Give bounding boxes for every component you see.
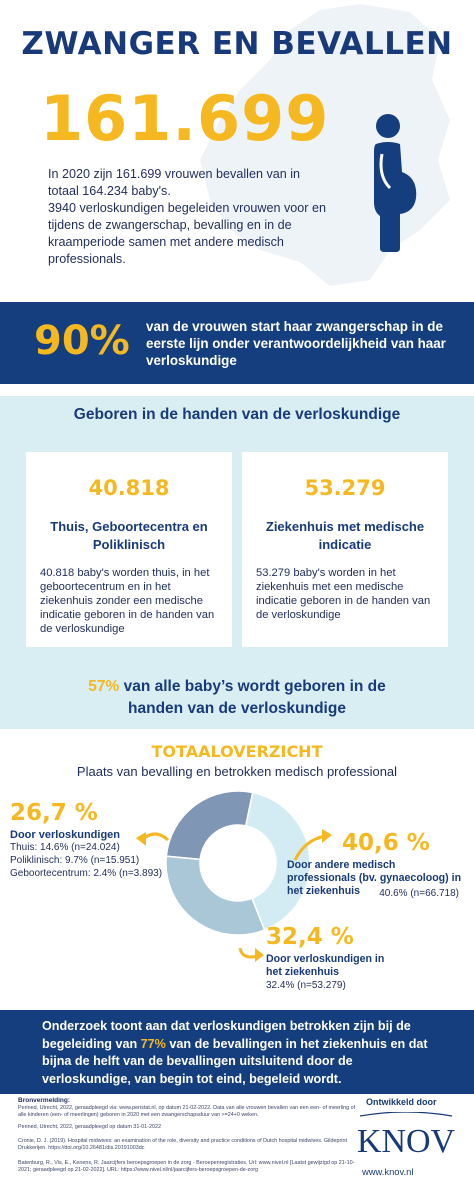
card-number: 40.818 bbox=[88, 476, 170, 500]
source-item: Perined, Utrecht, 2022, geraadpleegd op … bbox=[18, 1124, 161, 1130]
card-body: 40.818 baby's worden thuis, in het geboo… bbox=[40, 567, 215, 635]
conclusion-part: van de bevallingen in het ziekenhuis en … bbox=[42, 1036, 428, 1086]
pct57-text: van alle baby’s wordt geboren in de bbox=[123, 678, 386, 695]
conclusion-band bbox=[0, 1010, 474, 1094]
intro-paragraph: In 2020 zijn 161.699 vrouwen bevallen va… bbox=[48, 167, 301, 198]
slice-detail: Geboortecentrum: 2.4% (n=3.893) bbox=[10, 868, 163, 879]
slice-label: Door verloskundigen in het ziekenhuis bbox=[266, 953, 385, 978]
slice-detail: Thuis: 14.6% (n=24.024) bbox=[10, 842, 120, 853]
stat-card-hospital: 53.279 Ziekenhuis met medische indicatie… bbox=[242, 452, 448, 647]
slice-detail: 40.6% (n=66.718) bbox=[379, 888, 459, 899]
pct57-value: 57% bbox=[88, 678, 120, 695]
overview-subtitle: Plaats van bevalling en betrokken medisc… bbox=[76, 764, 398, 779]
slice-percentage: 40,6 % bbox=[342, 830, 430, 856]
card-number: 53.279 bbox=[304, 476, 386, 500]
section-title: Geboren in de handen van de verloskundig… bbox=[73, 406, 401, 423]
card-body: 53.279 baby's worden in het ziekenhuis m… bbox=[256, 567, 431, 621]
arrow-bottom-head bbox=[255, 948, 264, 962]
pregnant-woman-icon bbox=[374, 114, 417, 252]
pct57-text: handen van de verloskundige bbox=[128, 700, 346, 717]
card-heading: Ziekenhuis met medische indicatie bbox=[265, 519, 425, 552]
donut-slice bbox=[165, 855, 266, 936]
pct57-band bbox=[0, 661, 474, 729]
slice-detail: Poliklinisch: 9.7% (n=15.951) bbox=[10, 855, 140, 866]
sources-title: Bronvermelding: bbox=[18, 1097, 71, 1104]
slice-detail: 32.4% (n=53.279) bbox=[266, 980, 346, 991]
developed-by-label: Ontwikkeld door bbox=[366, 1097, 437, 1107]
conclusion-part: Onderzoek toont aan dat verloskundigen b… bbox=[42, 1019, 411, 1051]
svg-text:KNOV: KNOV bbox=[357, 1123, 456, 1160]
source-item: Perined, Utrecht, 2022, geraadpleegd via… bbox=[18, 1105, 356, 1118]
stat-percentage: 90% bbox=[34, 318, 130, 364]
donut-slice bbox=[244, 791, 311, 931]
card-heading: Thuis, Geboortecentra en Poliklinisch bbox=[50, 519, 208, 552]
arrow-right bbox=[293, 834, 326, 861]
arrow-left-head bbox=[136, 832, 146, 846]
conclusion-text: Onderzoek toont aan dat verloskundigen b… bbox=[42, 1018, 434, 1088]
highlight-band bbox=[0, 302, 474, 384]
knov-logo: KNOV bbox=[357, 1112, 456, 1160]
big-number: 161.699 bbox=[40, 82, 330, 155]
slice-label: Door verloskundigen bbox=[10, 829, 121, 841]
arrows bbox=[136, 829, 332, 962]
overview-title: TOTAALOVERZICHT bbox=[151, 742, 323, 761]
intro-paragraph: 3940 verloskundigen begeleiden vrouwen v… bbox=[48, 201, 326, 266]
website-link[interactable]: www.knov.nl bbox=[362, 1166, 414, 1177]
stat-card-home: 40.818 Thuis, Geboortecentra en Poliklin… bbox=[26, 452, 232, 647]
pct57-statement: 57% van alle baby’s wordt geboren in de … bbox=[0, 676, 474, 720]
intro-text: In 2020 zijn 161.699 vrouwen bevallen va… bbox=[48, 166, 328, 268]
source-item: Cronie, D. J. (2019). Hospital midwives:… bbox=[18, 1138, 347, 1151]
slice-percentage: 26,7 % bbox=[10, 800, 98, 826]
slice-label: Door andere medisch professionals (bv. g… bbox=[287, 859, 462, 897]
conclusion-highlight: 77% bbox=[140, 1036, 166, 1051]
donut-chart bbox=[165, 790, 311, 936]
stat-description: van de vrouwen start haar zwangerschap i… bbox=[146, 319, 446, 368]
source-item: Batenburg, R., Vis, E., Kenens, R. Jaarc… bbox=[18, 1160, 355, 1173]
donut-slice bbox=[165, 790, 254, 861]
arrow-right-head bbox=[322, 829, 332, 843]
slice-percentage: 32,4 % bbox=[266, 924, 354, 950]
page-title: ZWANGER EN BEVALLEN bbox=[21, 26, 453, 62]
